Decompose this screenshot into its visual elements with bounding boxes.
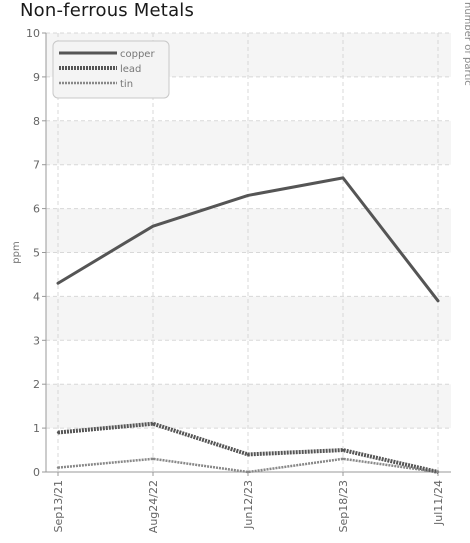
grid-band xyxy=(46,296,451,341)
data-point-copper xyxy=(436,299,440,302)
y-axis-label: ppm xyxy=(11,241,22,263)
secondary-y-axis-label: number of partic xyxy=(462,2,470,86)
legend-label-copper: copper xyxy=(120,49,155,60)
data-point-tin xyxy=(151,457,155,461)
y-tick-label: 8 xyxy=(33,115,40,128)
data-point-lead xyxy=(246,453,250,456)
y-tick-label: 2 xyxy=(33,378,40,391)
chart-title: Non-ferrous Metals xyxy=(20,0,195,21)
series-copper xyxy=(56,176,440,303)
grid-band xyxy=(46,120,451,165)
data-point-lead xyxy=(56,431,60,434)
grid-lines xyxy=(46,32,451,472)
y-tick-label: 4 xyxy=(33,290,40,303)
data-point-copper xyxy=(246,194,250,197)
y-axis-ticks: 0 1 2 3 4 5 6 7 8 9 10 xyxy=(26,27,46,479)
y-tick-label: 9 xyxy=(33,71,40,84)
series-layer xyxy=(56,176,440,474)
y-tick-label: 1 xyxy=(33,422,40,435)
y-tick-label: 5 xyxy=(33,247,40,260)
legend-label-tin: tin xyxy=(120,79,133,90)
y-tick-label: 6 xyxy=(33,203,40,216)
legend-label-lead: lead xyxy=(120,64,141,75)
x-tick-label: Sep13/21 xyxy=(52,480,65,532)
x-axis-ticks: Sep13/21 Aug24/22 Jun12/23 Sep18/23 Jul11/24 xyxy=(52,472,445,533)
data-point-tin xyxy=(246,470,250,474)
x-tick-label: Aug24/22 xyxy=(147,480,160,533)
series-tin xyxy=(56,457,440,474)
data-point-copper xyxy=(341,176,345,180)
data-point-lead xyxy=(341,448,345,452)
series-line-tin xyxy=(57,457,439,474)
y-tick-label: 10 xyxy=(26,27,40,40)
data-point-tin xyxy=(436,470,440,474)
x-tick-label: Jul11/24 xyxy=(432,480,445,526)
data-point-tin xyxy=(56,466,60,469)
data-point-copper xyxy=(151,224,155,228)
data-point-tin xyxy=(341,457,345,461)
x-tick-label: Sep18/23 xyxy=(337,480,350,532)
y-tick-label: 7 xyxy=(33,159,40,172)
plot-background-bands xyxy=(46,33,451,472)
y-tick-label: 0 xyxy=(33,466,40,479)
data-point-lead xyxy=(151,422,155,425)
data-point-copper xyxy=(56,282,60,285)
legend: copper lead tin xyxy=(52,40,170,99)
y-tick-label: 3 xyxy=(33,334,40,347)
x-tick-label: Jun12/23 xyxy=(242,480,255,530)
